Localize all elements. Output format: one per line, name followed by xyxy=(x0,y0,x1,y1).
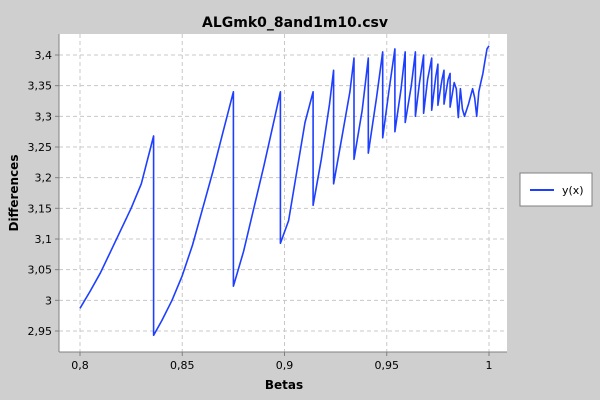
x-tick-label: 0,9 xyxy=(276,359,294,372)
x-tick-label: 0,8 xyxy=(71,359,89,372)
y-tick-label: 3,2 xyxy=(35,172,53,185)
y-tick-label: 3,15 xyxy=(28,202,53,215)
series-line-yx xyxy=(79,45,490,337)
y-tick-label: 3,1 xyxy=(35,233,53,246)
chart-title: ALGmk0_8and1m10.csv xyxy=(202,15,388,31)
y-tick-label: 2,95 xyxy=(28,325,53,338)
series-layer xyxy=(79,45,490,337)
x-axis-label: Betas xyxy=(265,378,303,392)
grid xyxy=(59,34,507,352)
y-tick-label: 3,05 xyxy=(28,264,53,277)
y-tick-label: 3,3 xyxy=(35,110,53,123)
plot-area xyxy=(59,34,507,352)
y-tick-label: 3,35 xyxy=(28,80,53,93)
y-tick-label: 3,4 xyxy=(35,49,53,62)
axes xyxy=(58,34,507,353)
tick-labels: 0,8 0,85 0,9 0,95 1 2,95 3 3,05 3,1 3,15 3,2 3,25 3,… xyxy=(28,49,493,372)
y-tick-label: 3,25 xyxy=(28,141,53,154)
y-axis-label: Differences xyxy=(7,155,21,232)
y-tick-label: 3 xyxy=(45,294,52,307)
legend: y(x) xyxy=(519,172,593,207)
legend-label: y(x) xyxy=(562,184,584,197)
x-tick-label: 0,95 xyxy=(375,359,400,372)
x-tick-label: 0,85 xyxy=(170,359,195,372)
x-tick-label: 1 xyxy=(486,359,493,372)
